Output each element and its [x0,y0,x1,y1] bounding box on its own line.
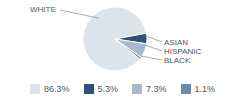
html-text:7.3%: 7.3% [146,84,167,94]
svg-text:ASIAN: ASIAN [164,38,188,47]
svg-text:WHITE: WHITE [30,5,56,14]
html-text:5.3%: 5.3% [97,84,118,94]
html-text:1.1%: 1.1% [194,84,216,94]
svg-text:BLACK: BLACK [164,56,191,65]
svg-text:HISPANIC: HISPANIC [164,47,201,56]
html-text:86.3%: 86.3% [44,84,70,94]
